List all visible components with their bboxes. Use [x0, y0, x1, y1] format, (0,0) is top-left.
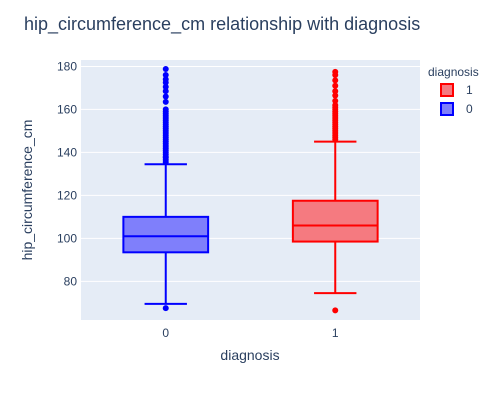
outlier-point: [162, 76, 169, 83]
y-tick-label: 120: [57, 188, 77, 202]
outlier-point: [332, 88, 339, 95]
outlier-point: [332, 307, 339, 314]
legend-item-0[interactable]: 0: [440, 102, 473, 116]
y-axis-title: hip_circumference_cm: [19, 120, 35, 261]
box-0: [122, 66, 210, 312]
iqr-box: [122, 215, 210, 254]
outlier-point: [332, 102, 339, 109]
legend-item-1[interactable]: 1: [440, 83, 473, 97]
y-tick-label: 140: [57, 145, 77, 159]
legend-label: 0: [466, 102, 473, 116]
outlier-point: [332, 82, 339, 89]
outlier-point: [162, 83, 169, 90]
outlier-point: [162, 66, 169, 73]
x-tick-label: 1: [332, 326, 339, 340]
x-axis-title: diagnosis: [220, 347, 279, 363]
outlier-point: [162, 106, 169, 113]
outlier-point: [332, 97, 339, 104]
outlier-point: [162, 88, 169, 95]
legend-swatch: [440, 102, 454, 116]
chart-title: hip_circumference_cm relationship with d…: [24, 14, 420, 35]
y-tick-label: 80: [64, 274, 78, 288]
outlier-point: [162, 305, 169, 312]
outlier-point: [162, 72, 169, 79]
y-tick-label: 160: [57, 102, 77, 116]
outlier-point: [332, 92, 339, 99]
plot-area: [81, 60, 420, 320]
outlier-point: [332, 68, 339, 75]
iqr-box: [291, 199, 379, 243]
y-tick-label: 100: [57, 231, 77, 245]
outlier-point: [162, 93, 169, 100]
outlier-point: [162, 98, 169, 105]
box-series: [122, 66, 379, 314]
legend-swatch: [440, 83, 454, 97]
legend-title: diagnosis: [428, 65, 479, 79]
legend-label: 1: [466, 83, 473, 97]
box-1: [291, 68, 379, 314]
y-axis-ticks: 80 100 120 140 160 180: [57, 59, 77, 288]
y-tick-label: 180: [57, 59, 77, 73]
outlier-point: [332, 77, 339, 84]
x-tick-label: 0: [162, 326, 169, 340]
legend: diagnosis 1 0: [428, 65, 479, 116]
